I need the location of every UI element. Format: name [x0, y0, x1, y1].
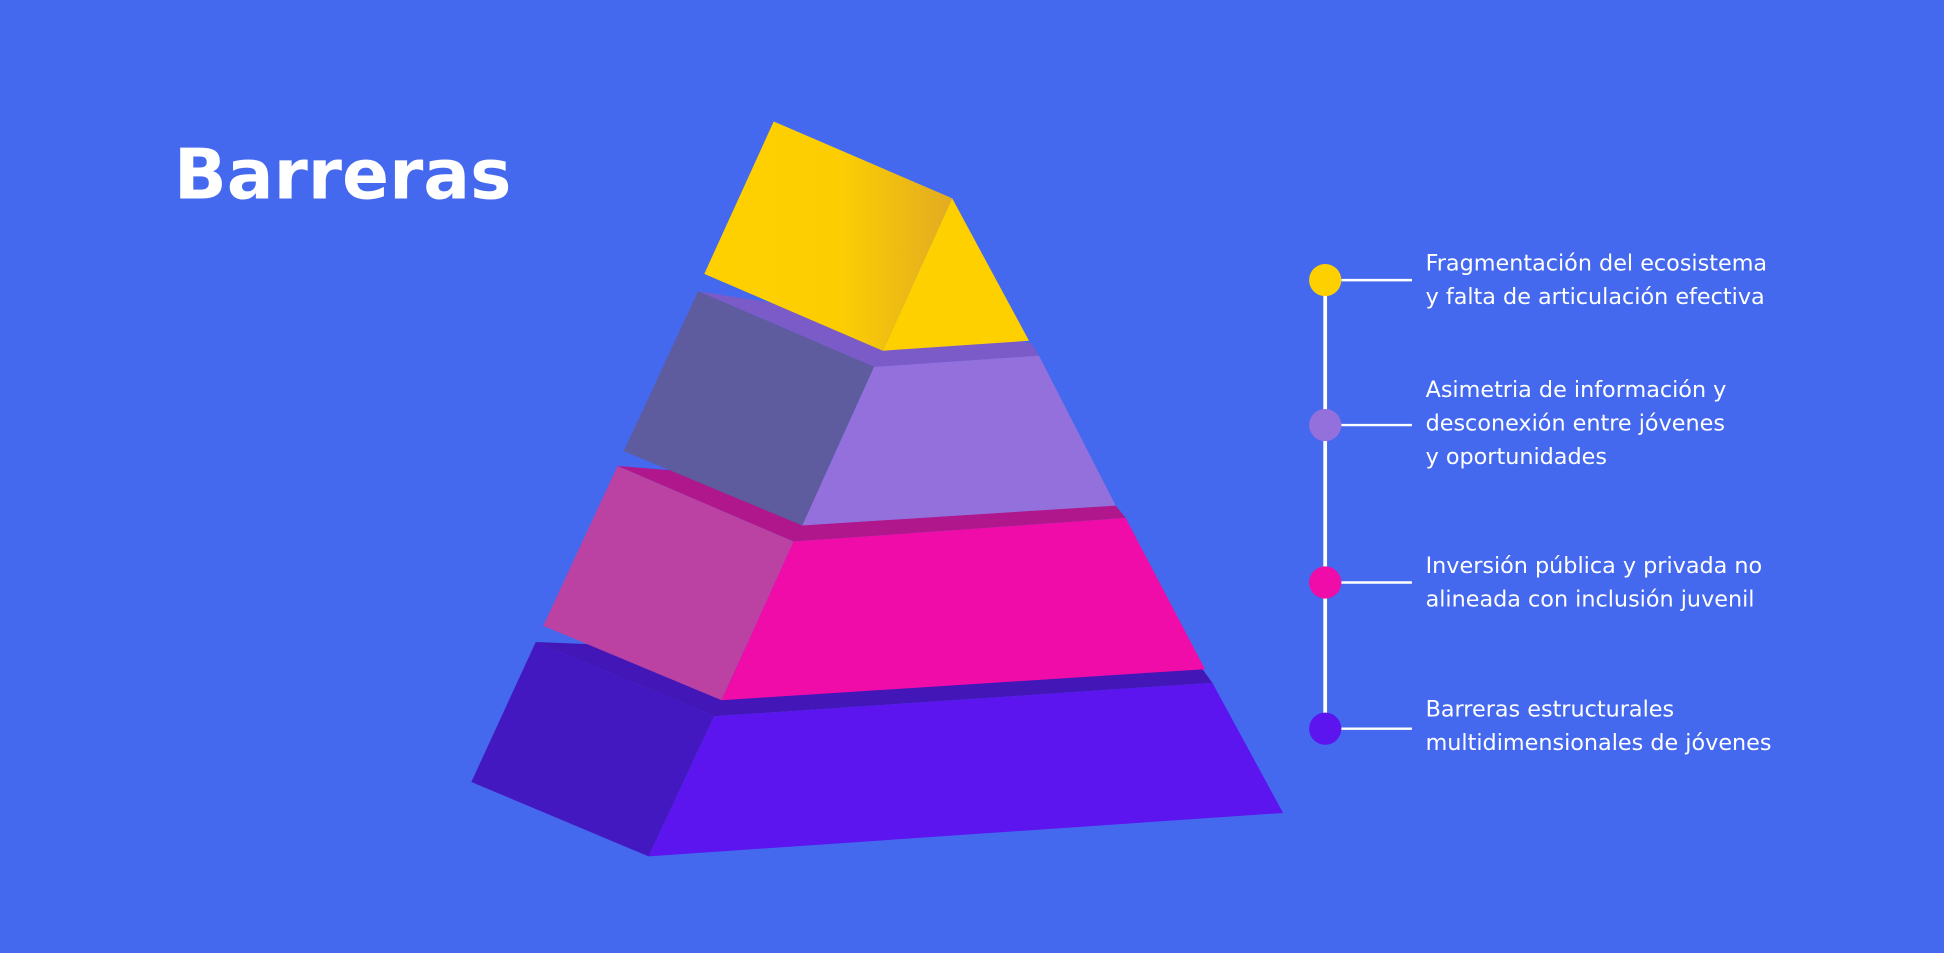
item-text: Inversión pública y privada no [1426, 553, 1763, 579]
dot [1309, 566, 1342, 599]
dot [1309, 712, 1342, 745]
layer-face [623, 291, 875, 526]
title: Barreras [174, 136, 512, 216]
item-text: multidimensionales de jóvenes [1426, 730, 1772, 756]
dot [1309, 408, 1342, 442]
dot [1309, 263, 1342, 297]
layer-face [543, 465, 794, 701]
item-text: Barreras estructurales [1426, 697, 1675, 723]
pyramid [471, 121, 1284, 857]
layer-face [721, 518, 1205, 701]
layer-face [802, 355, 1116, 526]
layer-face [882, 198, 1030, 351]
item-text: Fragmentación del ecosistema [1426, 250, 1768, 276]
item-text: Asimetria de información y [1426, 377, 1727, 403]
item-text: desconexión entre jóvenes [1426, 410, 1725, 436]
item-text: y falta de articulación efectiva [1426, 284, 1765, 310]
layer-face [471, 641, 715, 857]
layer-face [704, 121, 953, 351]
item-text: alineada con inclusión juvenil [1426, 586, 1755, 612]
layer-face [648, 682, 1284, 857]
item-text: y oportunidades [1426, 444, 1607, 470]
legend: Fragmentación del ecosistema y falta de … [1309, 250, 1772, 756]
